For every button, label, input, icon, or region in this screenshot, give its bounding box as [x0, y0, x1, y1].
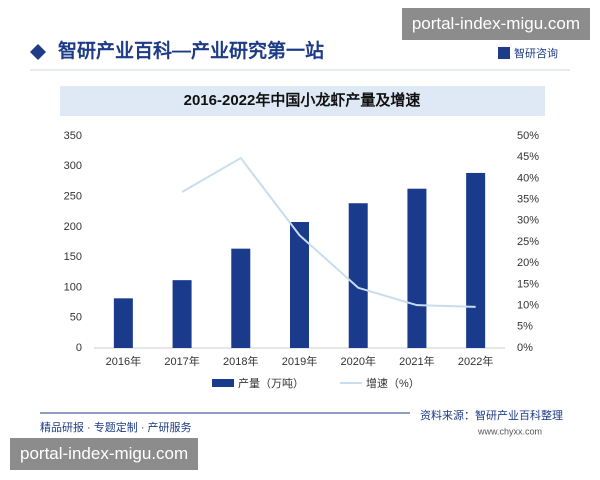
- y2-tick-label: 25%: [517, 236, 539, 248]
- bar: [113, 298, 133, 348]
- x-tick-label: 2018年: [223, 354, 258, 368]
- title-banner: [60, 86, 545, 116]
- y-tick-label: 350: [64, 130, 82, 142]
- line: [181, 156, 476, 308]
- y2-tick-label: 10%: [517, 300, 539, 312]
- services: 精品研报 · 专题定制 · 产研服务: [40, 420, 192, 434]
- legend-swatch: [212, 379, 234, 387]
- header-diamond: [30, 44, 46, 60]
- y-tick-label: 150: [64, 251, 82, 263]
- y2-tick-label: 40%: [517, 172, 539, 184]
- y2-tick-label: 15%: [517, 278, 539, 290]
- legend-label: 产量（万吨）: [238, 376, 304, 390]
- y-tick-label: 100: [64, 281, 82, 293]
- bar: [407, 188, 427, 348]
- x-tick-label: 2020年: [340, 354, 375, 368]
- y2-tick-label: 0%: [517, 342, 533, 354]
- chart-title: 2016-2022年中国小龙虾产量及增速: [184, 91, 421, 109]
- y-tick-label: 0: [76, 342, 82, 354]
- y2-tick-label: 45%: [517, 151, 539, 163]
- x-tick-label: 2016年: [106, 354, 141, 368]
- y2-tick-label: 35%: [517, 194, 539, 206]
- y2-tick-label: 20%: [517, 257, 539, 269]
- y-tick-label: 50: [70, 312, 82, 324]
- header-title: 智研产业百科—产业研究第一站: [58, 39, 324, 62]
- watermark: portal-index-migu.com: [10, 438, 199, 470]
- legend-label: 增速（%）: [366, 376, 420, 390]
- y-tick-label: 300: [64, 160, 82, 172]
- logo-text: 智研咨询: [514, 46, 558, 60]
- y-tick-label: 200: [64, 221, 82, 233]
- website: www.chyxx.com: [477, 426, 542, 436]
- x-tick-label: 2017年: [164, 354, 199, 368]
- bar: [172, 280, 192, 348]
- y-tick-label: 250: [64, 190, 82, 202]
- bar: [290, 222, 309, 348]
- logo-icon: [498, 47, 510, 59]
- x-tick-label: 2021年: [399, 354, 434, 368]
- y2-tick-label: 5%: [517, 321, 533, 333]
- y2-tick-label: 50%: [517, 130, 539, 142]
- bar: [466, 172, 486, 348]
- bar: [231, 248, 251, 348]
- x-tick-label: 2019年: [282, 354, 317, 368]
- bar: [348, 203, 368, 348]
- source: 资料来源：智研产业百科整理: [420, 408, 563, 422]
- y2-tick-label: 30%: [517, 215, 539, 227]
- x-tick-label: 2022年: [458, 354, 493, 368]
- watermark: portal-index-migu.com: [401, 8, 590, 40]
